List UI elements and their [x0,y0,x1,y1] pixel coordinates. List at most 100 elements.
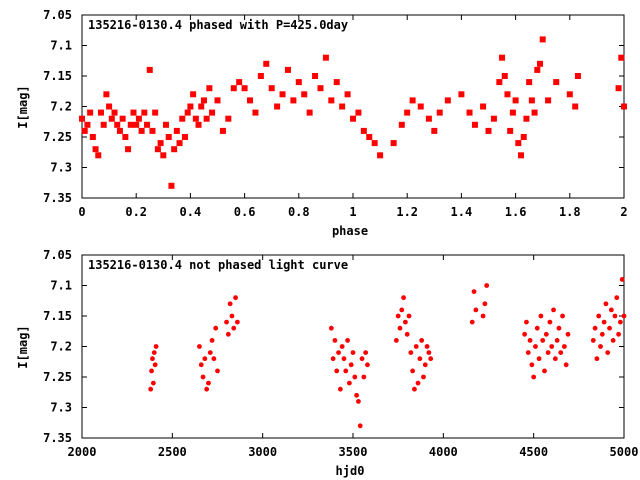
data-point [425,115,432,122]
data-point [504,91,511,98]
data-point [209,338,215,343]
data-point [152,109,159,116]
data-point [618,54,625,61]
data-point [363,350,369,355]
data-point [348,362,354,368]
data-point [206,380,211,386]
data-point [617,319,623,325]
data-point [125,146,132,153]
data-point [190,91,197,98]
data-point [230,85,237,92]
data-point [339,103,346,110]
data-point [301,91,308,98]
data-point [499,54,506,61]
data-point [398,121,405,128]
data-point [209,109,216,116]
data-point [556,325,562,331]
data-point [192,115,199,122]
x-axis-label: phase [332,224,368,238]
y-tick-label: 7.2 [50,100,72,114]
data-point [536,60,543,67]
data-point [195,121,202,128]
data-point [526,79,533,86]
data-point [176,140,183,147]
data-point [144,121,151,128]
chart-title: 135216-0130.4 phased with P=425.0day [88,18,348,32]
ticks: 0 0.2 0.4 0.6 0.8 1 1.2 1.4 1.6 1.8 2 7.05 7.1 7.15 7.… [43,8,628,219]
data-point [590,338,596,343]
data-point [594,356,600,362]
data-point [417,103,424,110]
data-point [509,109,516,116]
x-tick-label: 3000 [248,445,277,459]
data-point [345,338,350,343]
data-point [214,97,221,104]
data-point [408,350,414,355]
x-tick-label: 1.4 [451,205,473,219]
data-point [603,301,609,307]
data-point [473,307,479,313]
data-point [406,313,412,319]
data-point [525,350,531,355]
data-point [106,103,113,110]
data-point [168,182,175,189]
data-point [404,109,411,116]
data-point [225,331,231,337]
data-point [200,374,206,380]
y-tick-label: 7.2 [50,340,72,354]
data-point [419,338,425,343]
data-point [444,97,451,104]
data-point [163,121,170,128]
data-point [346,380,352,386]
data-point [466,109,473,116]
data-point [480,313,486,319]
data-point [523,115,530,122]
data-point [157,140,164,147]
data-point [92,146,99,153]
data-point [236,79,243,86]
data-point [431,127,438,134]
data-point [538,313,544,319]
data-point [160,152,167,159]
x-tick-label: 1.6 [505,205,527,219]
data-point [428,356,434,362]
data-point [87,109,94,116]
data-point [152,362,158,368]
data-point [469,319,475,325]
y-tick-label: 7.05 [43,248,72,262]
data-point [229,313,235,319]
data-point [402,319,408,325]
data-point [404,331,410,337]
y-tick-label: 7.35 [43,431,72,445]
data-point [274,103,281,110]
data-point [527,338,533,343]
data-point [610,338,616,343]
data-point [553,79,560,86]
ticks: 2000 2500 3000 3500 4000 4500 5000 7.05 7.1 7.15 7… [43,248,638,459]
data-point [231,325,237,331]
data-point [534,325,540,331]
x-axis-label: hjd0 [336,464,365,478]
data-point [520,134,527,140]
data-point [334,368,340,374]
data-point [574,73,581,79]
data-point [79,115,85,122]
data-point [395,313,401,319]
data-point [263,60,270,67]
data-point [336,350,341,355]
plot-frame [81,14,625,199]
data-point [436,109,443,116]
data-point [322,54,329,61]
data-point [552,356,558,362]
y-tick-label: 7.25 [43,130,72,144]
data-point [284,66,291,73]
x-tick-label: 1.8 [559,205,581,219]
phased-plot: 135216-0130.4 phased with P=425.0day pha… [16,8,628,238]
data-point [119,115,126,122]
data-point [484,283,490,288]
data-point [341,356,347,362]
data-point [173,127,180,134]
data-point [417,356,423,362]
data-point [390,140,397,147]
data-point [366,134,373,140]
